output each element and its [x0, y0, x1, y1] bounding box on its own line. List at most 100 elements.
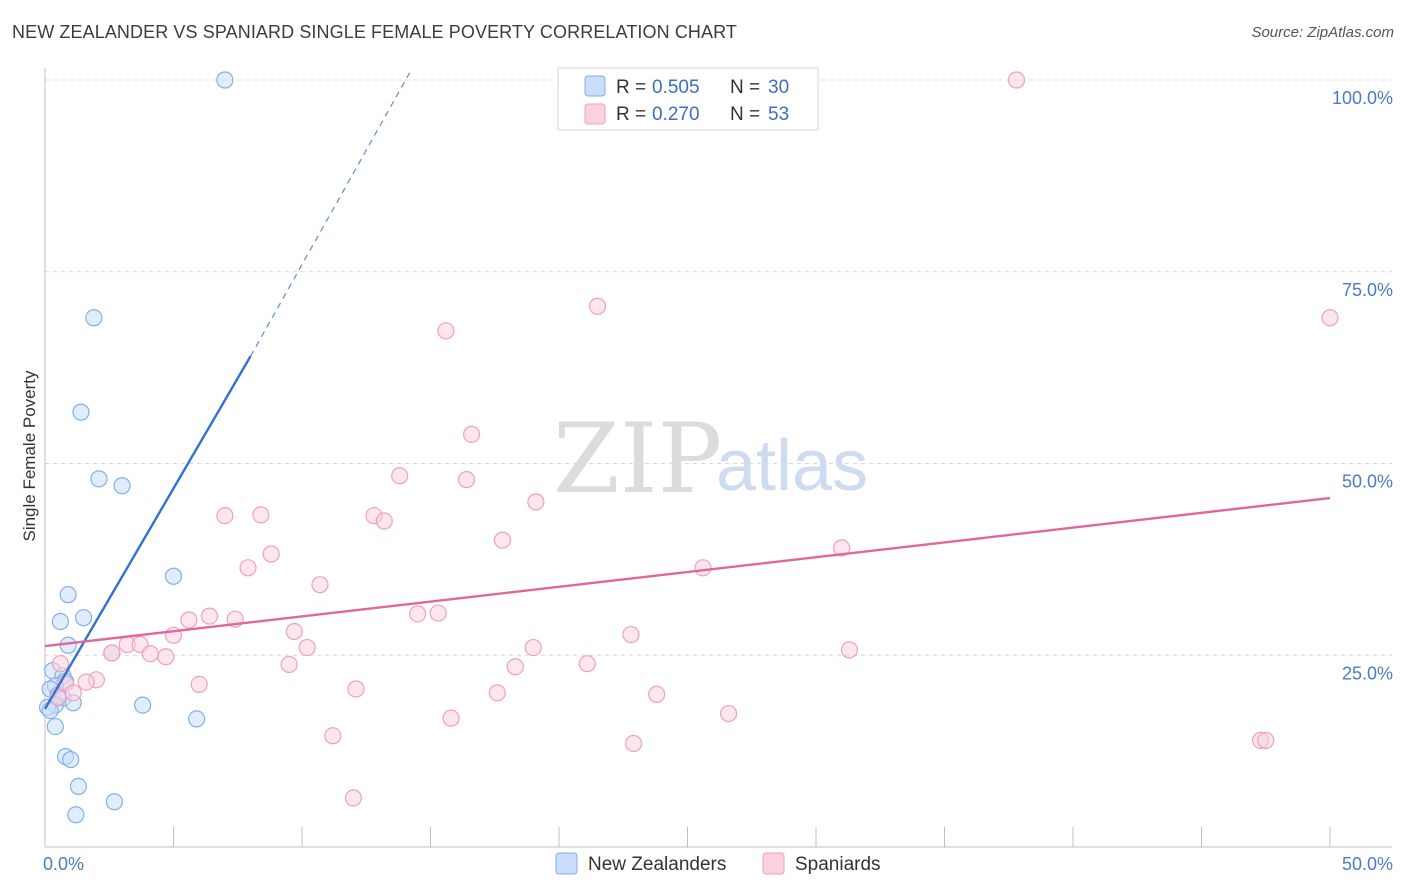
y-tick-label-25: 25.0%: [1342, 663, 1393, 683]
point-pink-34: [51, 655, 70, 673]
legend-r-label-pink: R =: [616, 104, 646, 125]
point-pink-46: [648, 685, 666, 703]
point-pink-39: [77, 673, 95, 691]
point-blue-23: [46, 717, 64, 736]
point-pink-28: [298, 638, 316, 657]
trend-line-dashed-blue: [250, 72, 411, 357]
point-blue-9: [59, 636, 77, 654]
point-pink-25: [622, 625, 640, 644]
legend-n-label-blue: N =: [730, 77, 760, 98]
point-pink-37: [578, 655, 596, 673]
point-blue-1: [85, 309, 103, 327]
series-new-zealanders: [38, 71, 234, 824]
point-blue-6: [59, 586, 77, 604]
legend-r-value-blue: 0.505: [652, 77, 700, 98]
trend-line-blue: [43, 355, 252, 710]
point-blue-4: [113, 477, 131, 495]
point-pink-49: [324, 727, 342, 745]
point-pink-50: [624, 734, 643, 753]
series-spaniards: [49, 71, 1339, 807]
watermark-atlas: atlas: [716, 426, 868, 506]
point-pink-42: [347, 680, 365, 698]
y-tick-label-75: 75.0%: [1342, 280, 1393, 300]
point-pink-5: [391, 467, 409, 485]
point-blue-8: [51, 612, 70, 631]
chart-title: NEW ZEALANDER VS SPANIARD SINGLE FEMALE …: [12, 22, 737, 42]
point-blue-2: [72, 403, 90, 421]
point-pink-47: [720, 704, 738, 723]
point-pink-36: [506, 658, 524, 676]
legend-swatch-blue: [584, 75, 606, 97]
point-pink-3: [1321, 309, 1339, 327]
point-pink-12: [493, 531, 512, 549]
point-pink-14: [833, 539, 851, 557]
x-tick-label-max: 50.0%: [1342, 854, 1393, 874]
legend-r-value-pink: 0.270: [652, 104, 700, 125]
point-pink-17: [311, 576, 329, 594]
axes: [44, 68, 1392, 848]
x-tick-label-min: 0.0%: [43, 854, 84, 874]
point-pink-8: [216, 507, 234, 525]
watermark-zip: ZIP: [553, 403, 722, 515]
point-pink-4: [463, 425, 481, 443]
point-pink-29: [524, 638, 542, 657]
grid-lines: [45, 79, 1392, 656]
source-credit: Source: ZipAtlas.com: [1251, 24, 1394, 41]
legend-n-value-blue: 30: [768, 77, 789, 98]
point-blue-5: [164, 567, 183, 585]
trend-line-pink: [44, 496, 1331, 648]
point-pink-9: [252, 506, 270, 524]
legend-n-value-pink: 53: [768, 104, 789, 125]
point-blue-3: [90, 470, 108, 488]
point-blue-21: [134, 696, 152, 714]
point-pink-11: [375, 512, 393, 530]
point-blue-25: [62, 750, 80, 769]
point-pink-33: [157, 648, 175, 666]
point-blue-0: [216, 71, 234, 89]
bottom-legend-swatch-pink: [762, 852, 785, 875]
point-pink-31: [103, 644, 121, 662]
point-pink-6: [457, 471, 476, 489]
point-pink-30: [840, 641, 859, 659]
point-pink-48: [442, 709, 460, 727]
bottom-legend: New Zealanders Spaniards: [555, 852, 881, 875]
point-blue-22: [188, 710, 206, 728]
trend-lines: [43, 72, 1331, 710]
y-tick-label-100: 100.0%: [1332, 88, 1393, 108]
point-pink-0: [1007, 71, 1026, 89]
point-pink-19: [409, 605, 427, 623]
point-pink-2: [437, 322, 455, 340]
point-pink-13: [262, 545, 280, 563]
point-pink-32: [141, 645, 159, 663]
y-axis-label: Single Female Poverty: [20, 370, 39, 542]
point-pink-52: [1257, 731, 1275, 749]
y-tick-label-50: 50.0%: [1342, 472, 1393, 492]
legend-swatch-pink: [584, 103, 606, 125]
y-tick-labels: 25.0% 50.0% 75.0% 100.0%: [1332, 88, 1393, 683]
point-pink-21: [180, 611, 198, 629]
point-pink-15: [239, 559, 257, 577]
point-blue-26: [69, 777, 88, 796]
point-pink-1: [588, 297, 607, 315]
point-pink-35: [280, 655, 298, 674]
point-pink-53: [344, 789, 362, 807]
point-pink-7: [527, 493, 545, 511]
point-pink-20: [429, 604, 447, 622]
bottom-legend-new-zealanders: New Zealanders: [588, 854, 726, 875]
point-pink-16: [694, 559, 712, 577]
bottom-legend-spaniards: Spaniards: [795, 854, 881, 875]
legend: R = 0.505 N = 30 R = 0.270 N = 53: [557, 67, 819, 131]
x-tick-labels: 0.0% 50.0%: [43, 854, 1393, 874]
legend-r-label-blue: R =: [616, 77, 646, 98]
point-blue-7: [74, 609, 93, 627]
point-pink-23: [285, 622, 303, 641]
point-pink-18: [200, 607, 219, 625]
point-pink-43: [64, 684, 82, 702]
point-pink-40: [190, 675, 208, 693]
point-blue-28: [67, 806, 85, 824]
point-pink-45: [488, 684, 506, 702]
point-blue-27: [105, 793, 123, 811]
legend-n-label-pink: N =: [730, 104, 760, 125]
bottom-legend-swatch-blue: [555, 852, 578, 875]
